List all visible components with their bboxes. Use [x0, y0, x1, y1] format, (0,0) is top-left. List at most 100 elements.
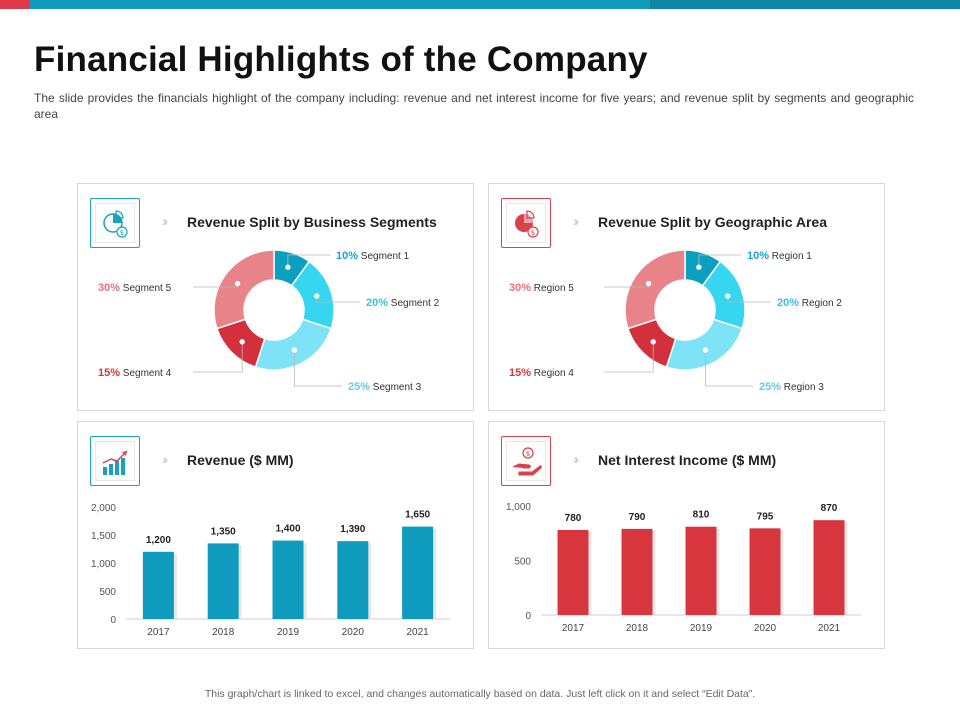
bar-value-label: 1,650	[405, 510, 430, 521]
x-tick-label: 2019	[690, 623, 713, 634]
slice-name: Segment 3	[370, 382, 422, 393]
label-leader-line	[698, 254, 741, 268]
slice-label: 20% Segment 2	[366, 297, 440, 309]
svg-text:$: $	[526, 450, 530, 458]
bar	[337, 541, 369, 619]
slice-name: Segment 2	[388, 298, 440, 309]
label-leader-line	[705, 350, 753, 387]
bar	[685, 526, 717, 615]
bar-value-label: 790	[629, 512, 646, 523]
segments-panel-title: Revenue Split by Business Segments	[187, 214, 437, 230]
slice-marker	[696, 264, 702, 270]
y-tick-label: 1,500	[91, 531, 116, 542]
revenue-panel-title: Revenue ($ MM)	[187, 452, 294, 468]
slice-label: 20% Region 2	[777, 297, 842, 309]
x-tick-label: 2020	[342, 627, 365, 638]
slice-percent: 10%	[747, 250, 769, 262]
bar-value-label: 780	[565, 513, 582, 524]
top-accent-bar-red	[0, 0, 30, 9]
slice-percent: 25%	[348, 381, 370, 393]
slice-percent: 10%	[336, 250, 358, 262]
slice-label: 30% Segment 5	[98, 282, 172, 294]
page-title: Financial Highlights of the Company	[34, 40, 648, 79]
x-tick-label: 2017	[562, 623, 585, 634]
y-tick-label: 2,000	[91, 503, 116, 514]
slice-marker	[291, 347, 298, 353]
slice-name: Region 2	[799, 298, 842, 309]
y-tick-label: 1,000	[506, 502, 531, 513]
segments-panel[interactable]: $ ›› Revenue Split by Business Segments …	[77, 183, 474, 411]
bar	[749, 528, 781, 615]
slice-name: Segment 1	[358, 251, 410, 262]
slice-percent: 25%	[759, 381, 781, 393]
y-tick-label: 0	[110, 615, 116, 626]
slice-name: Region 3	[781, 382, 824, 393]
bar-value-label: 870	[821, 503, 838, 514]
y-tick-label: 500	[99, 587, 116, 598]
slice-percent: 15%	[98, 367, 120, 379]
slice-marker	[239, 339, 245, 345]
y-tick-label: 500	[514, 557, 531, 568]
revenue-bar-chart[interactable]: 0 500 1,000 1,500 2,000 1,200 2017 1,350 2018 1,4…	[78, 422, 475, 650]
donut-slice	[213, 249, 275, 330]
donut-slice	[665, 318, 744, 371]
x-tick-label: 2019	[277, 627, 300, 638]
y-tick-label: 1,000	[91, 559, 116, 570]
slice-marker	[645, 280, 652, 287]
pie-dollar-icon: $	[501, 198, 551, 248]
slice-label: 15% Region 4	[509, 367, 574, 379]
bar-value-label: 795	[757, 511, 774, 522]
bar-value-label: 810	[693, 510, 710, 521]
bar-value-label: 1,390	[340, 524, 365, 535]
bar	[621, 528, 653, 615]
top-accent-bar	[0, 0, 960, 9]
donut-slice	[624, 249, 686, 330]
donut-slice	[254, 318, 333, 371]
bar-value-label: 1,200	[146, 535, 171, 546]
x-tick-label: 2021	[818, 623, 841, 634]
x-tick-label: 2020	[754, 623, 777, 634]
bar	[272, 540, 304, 619]
slice-label: 10% Segment 1	[336, 250, 410, 262]
svg-text:$: $	[531, 229, 535, 237]
y-tick-label: 0	[525, 611, 531, 622]
slice-percent: 30%	[98, 282, 120, 294]
geographic-donut-chart[interactable]: 10% Region 1 20% Region 2 25% Region 3 15% …	[489, 184, 886, 412]
footer-note: This graph/chart is linked to excel, and…	[204, 688, 756, 700]
slice-name: Region 5	[531, 283, 574, 294]
label-leader-line	[287, 254, 330, 268]
slice-percent: 30%	[509, 282, 531, 294]
bar-value-label: 1,400	[275, 524, 300, 535]
slice-name: Segment 5	[120, 283, 172, 294]
x-tick-label: 2018	[212, 627, 235, 638]
revenue-panel[interactable]: ›› Revenue ($ MM) 0 500 1,000 1,500 2,000 1,2…	[77, 421, 474, 649]
slice-name: Segment 4	[120, 368, 172, 379]
bar	[402, 526, 434, 619]
label-leader-line	[193, 341, 243, 373]
geographic-panel-title: Revenue Split by Geographic Area	[598, 214, 827, 230]
slice-marker	[725, 293, 731, 299]
nii-panel-title: Net Interest Income ($ MM)	[598, 452, 777, 468]
slice-marker	[702, 347, 709, 353]
slice-label: 15% Segment 4	[98, 367, 172, 379]
label-leader-line	[294, 350, 342, 387]
slice-name: Region 1	[769, 251, 812, 262]
slice-label: 30% Region 5	[509, 282, 574, 294]
pie-dollar-icon: $	[90, 198, 140, 248]
nii-bar-chart[interactable]: 0 500 1,000 780 2017 790 2018 810 2019 795 2020 870…	[489, 422, 886, 650]
growth-chart-icon	[90, 436, 140, 486]
slice-percent: 15%	[509, 367, 531, 379]
slice-marker	[234, 280, 241, 287]
top-accent-bar-dark	[650, 0, 960, 9]
segments-donut-chart[interactable]: 10% Segment 1 20% Segment 2 25% Segment 3 1…	[78, 184, 475, 412]
slice-marker	[285, 264, 291, 270]
slice-percent: 20%	[366, 297, 388, 309]
geographic-panel[interactable]: $ ›› Revenue Split by Geographic Area 10…	[488, 183, 885, 411]
x-tick-label: 2021	[406, 627, 429, 638]
svg-text:$: $	[120, 229, 124, 237]
bar	[207, 543, 239, 619]
bar	[813, 520, 845, 615]
hand-money-icon: $	[501, 436, 551, 486]
label-leader-line	[604, 341, 654, 373]
nii-panel[interactable]: $ ›› Net Interest Income ($ MM) 0 500 1,00…	[488, 421, 885, 649]
